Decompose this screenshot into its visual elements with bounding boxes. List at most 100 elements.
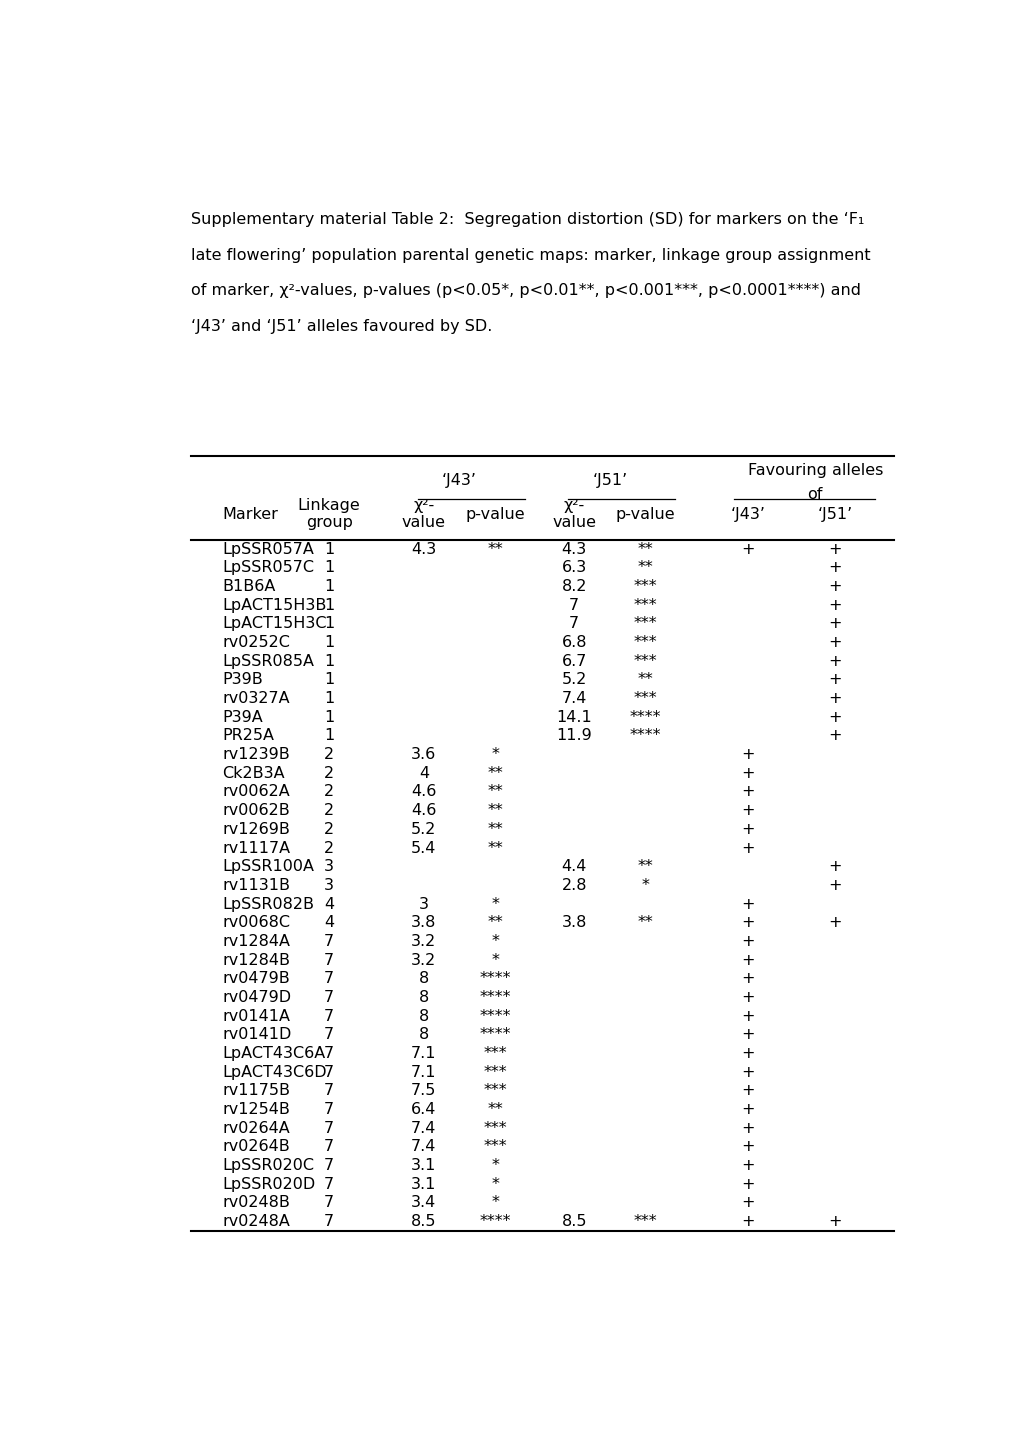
- Text: *: *: [641, 877, 648, 893]
- Text: ***: ***: [483, 1121, 506, 1136]
- Text: 7.4: 7.4: [411, 1140, 436, 1154]
- Text: ***: ***: [483, 1065, 506, 1079]
- Text: ‘J51’: ‘J51’: [816, 506, 852, 522]
- Text: LpSSR020C: LpSSR020C: [222, 1159, 314, 1173]
- Text: 4.6: 4.6: [411, 804, 436, 818]
- Text: ‘J43’: ‘J43’: [441, 473, 477, 488]
- Text: 8.5: 8.5: [560, 1214, 586, 1229]
- Text: 5.2: 5.2: [411, 823, 436, 837]
- Text: +: +: [741, 915, 754, 931]
- Text: ***: ***: [483, 1046, 506, 1061]
- Text: rv1239B: rv1239B: [222, 747, 289, 762]
- Text: 7: 7: [324, 990, 334, 1004]
- Text: rv0062B: rv0062B: [222, 804, 289, 818]
- Text: ****: ****: [479, 1214, 511, 1229]
- Text: Favouring alleles: Favouring alleles: [747, 463, 882, 479]
- Text: +: +: [741, 1065, 754, 1079]
- Text: 7: 7: [324, 1065, 334, 1079]
- Text: +: +: [741, 785, 754, 799]
- Text: rv0068C: rv0068C: [222, 915, 290, 931]
- Text: +: +: [741, 747, 754, 762]
- Text: *: *: [491, 747, 498, 762]
- Text: 2: 2: [324, 785, 334, 799]
- Text: rv0264A: rv0264A: [222, 1121, 289, 1136]
- Text: ‘J43’: ‘J43’: [730, 506, 764, 522]
- Text: 8: 8: [419, 1027, 429, 1042]
- Text: Marker: Marker: [222, 506, 278, 522]
- Text: 7: 7: [324, 971, 334, 986]
- Text: ***: ***: [633, 579, 656, 595]
- Text: LpSSR057A: LpSSR057A: [222, 541, 314, 557]
- Text: +: +: [827, 729, 841, 743]
- Text: +: +: [741, 1009, 754, 1023]
- Text: 1: 1: [324, 560, 334, 576]
- Text: P39B: P39B: [222, 672, 263, 687]
- Text: 7.5: 7.5: [411, 1084, 436, 1098]
- Text: late flowering’ population parental genetic maps: marker, linkage group assignme: late flowering’ population parental gene…: [191, 248, 869, 263]
- Text: 3: 3: [324, 877, 334, 893]
- Text: ***: ***: [633, 616, 656, 632]
- Text: LpACT15H3C: LpACT15H3C: [222, 616, 326, 632]
- Text: +: +: [741, 823, 754, 837]
- Text: 7.1: 7.1: [411, 1046, 436, 1061]
- Text: 3.8: 3.8: [411, 915, 436, 931]
- Text: 4.3: 4.3: [560, 541, 586, 557]
- Text: 1: 1: [324, 672, 334, 687]
- Text: Supplementary material Table 2:  Segregation distortion (SD) for markers on the : Supplementary material Table 2: Segregat…: [191, 212, 863, 227]
- Text: +: +: [827, 1214, 841, 1229]
- Text: 8: 8: [419, 971, 429, 986]
- Text: 7.4: 7.4: [560, 691, 586, 706]
- Text: rv0479D: rv0479D: [222, 990, 291, 1004]
- Text: *: *: [491, 1195, 498, 1211]
- Text: rv1131B: rv1131B: [222, 877, 290, 893]
- Text: +: +: [827, 710, 841, 724]
- Text: 7: 7: [324, 934, 334, 949]
- Text: 7: 7: [324, 1121, 334, 1136]
- Text: 11.9: 11.9: [555, 729, 591, 743]
- Text: +: +: [741, 952, 754, 968]
- Text: LpACT43C6A: LpACT43C6A: [222, 1046, 325, 1061]
- Text: ****: ****: [479, 990, 511, 1004]
- Text: ***: ***: [633, 691, 656, 706]
- Text: +: +: [827, 616, 841, 632]
- Text: rv1254B: rv1254B: [222, 1102, 290, 1117]
- Text: ****: ****: [479, 971, 511, 986]
- Text: +: +: [827, 560, 841, 576]
- Text: **: **: [487, 785, 502, 799]
- Text: 4.3: 4.3: [411, 541, 436, 557]
- Text: 7: 7: [324, 1159, 334, 1173]
- Text: 2: 2: [324, 804, 334, 818]
- Text: +: +: [827, 691, 841, 706]
- Text: 6.3: 6.3: [560, 560, 586, 576]
- Text: +: +: [741, 1214, 754, 1229]
- Text: 2.8: 2.8: [560, 877, 586, 893]
- Text: PR25A: PR25A: [222, 729, 274, 743]
- Text: p-value: p-value: [614, 506, 675, 522]
- Text: 3.1: 3.1: [411, 1176, 436, 1192]
- Text: +: +: [827, 635, 841, 649]
- Text: **: **: [487, 915, 502, 931]
- Text: 4: 4: [324, 896, 334, 912]
- Text: rv0141A: rv0141A: [222, 1009, 290, 1023]
- Text: **: **: [637, 915, 652, 931]
- Text: B1B6A: B1B6A: [222, 579, 275, 595]
- Text: 3: 3: [419, 896, 429, 912]
- Text: rv1284B: rv1284B: [222, 952, 290, 968]
- Text: 7: 7: [569, 597, 579, 613]
- Text: ***: ***: [633, 654, 656, 668]
- Text: **: **: [637, 672, 652, 687]
- Text: +: +: [741, 934, 754, 949]
- Text: rv0248A: rv0248A: [222, 1214, 290, 1229]
- Text: of: of: [807, 486, 822, 502]
- Text: ***: ***: [483, 1140, 506, 1154]
- Text: rv0479B: rv0479B: [222, 971, 289, 986]
- Text: ****: ****: [479, 1027, 511, 1042]
- Text: *: *: [491, 934, 498, 949]
- Text: +: +: [741, 1140, 754, 1154]
- Text: 3.8: 3.8: [560, 915, 586, 931]
- Text: *: *: [491, 1176, 498, 1192]
- Text: 7: 7: [324, 1214, 334, 1229]
- Text: 7: 7: [324, 1176, 334, 1192]
- Text: 7: 7: [324, 1046, 334, 1061]
- Text: 7: 7: [324, 1027, 334, 1042]
